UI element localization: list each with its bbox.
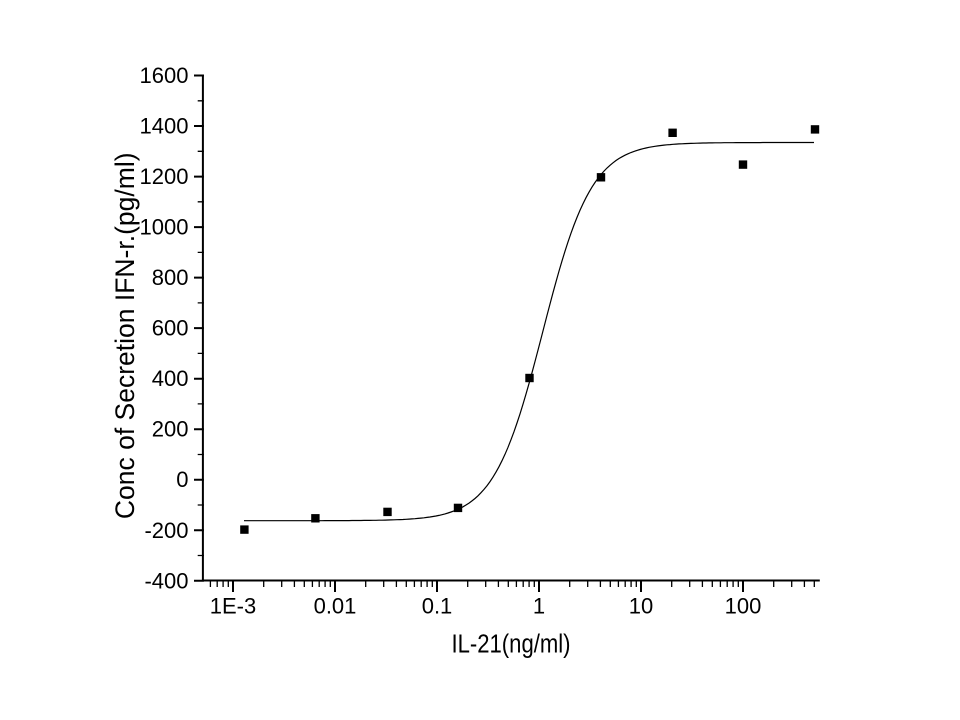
svg-text:10: 10 <box>629 594 653 619</box>
svg-text:400: 400 <box>152 366 189 391</box>
svg-text:1: 1 <box>533 594 545 619</box>
svg-text:-400: -400 <box>144 568 188 593</box>
svg-text:1000: 1000 <box>140 215 189 240</box>
svg-text:-200: -200 <box>144 518 188 543</box>
svg-text:0.01: 0.01 <box>314 594 357 619</box>
svg-text:1200: 1200 <box>140 164 189 189</box>
svg-text:1E-3: 1E-3 <box>210 594 256 619</box>
svg-text:0: 0 <box>176 467 188 492</box>
svg-text:800: 800 <box>152 265 189 290</box>
svg-text:0.1: 0.1 <box>422 594 453 619</box>
svg-text:100: 100 <box>725 594 762 619</box>
svg-text:Conc of Secretion IFN-r.(pg/ml: Conc of Secretion IFN-r.(pg/ml) <box>110 152 140 519</box>
svg-text:600: 600 <box>152 316 189 341</box>
svg-text:1400: 1400 <box>140 114 189 139</box>
svg-text:IL-21(ng/ml): IL-21(ng/ml) <box>451 630 570 659</box>
svg-text:1600: 1600 <box>140 63 189 88</box>
svg-text:200: 200 <box>152 417 189 442</box>
